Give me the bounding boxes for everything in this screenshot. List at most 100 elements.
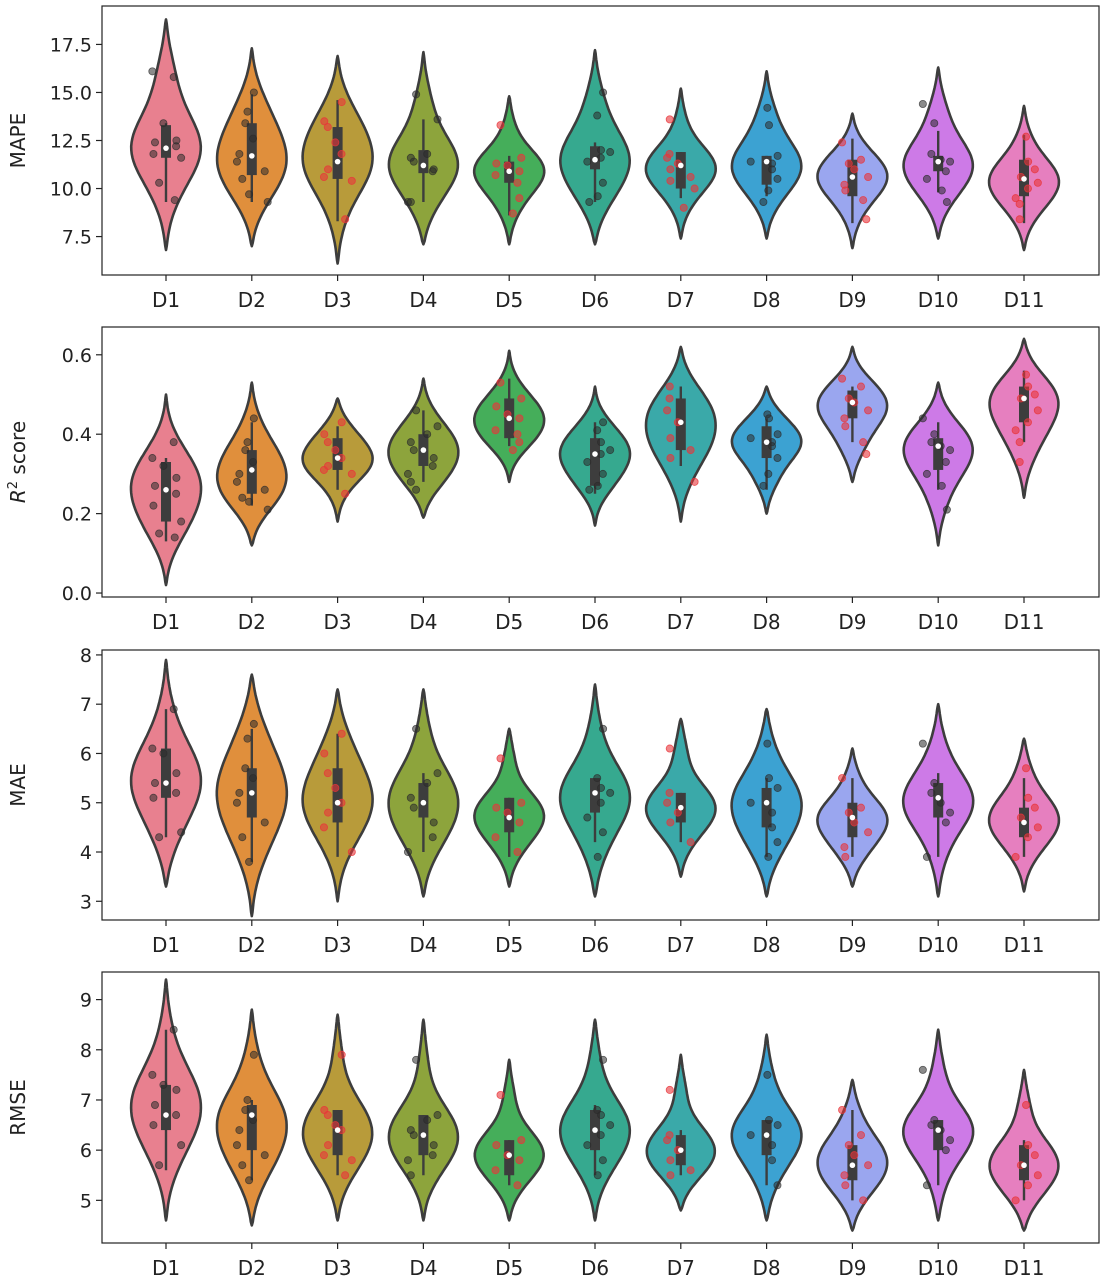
data-point: [927, 149, 936, 158]
data-point-red: [840, 414, 849, 423]
data-point: [412, 90, 421, 99]
x-tick-label-d6: D6: [581, 1256, 609, 1280]
data-point: [148, 1070, 157, 1079]
data-point: [243, 438, 252, 447]
data-point: [149, 149, 158, 158]
data-point: [238, 493, 247, 502]
data-point: [423, 1116, 432, 1125]
data-point: [773, 174, 782, 183]
median-marker-d1: [163, 486, 169, 493]
data-point-red: [841, 1181, 850, 1190]
median-marker-d8: [763, 439, 770, 445]
data-point: [155, 178, 164, 187]
x-tick-label-d3: D3: [324, 1256, 352, 1280]
x-tick-label-d1: D1: [152, 933, 180, 957]
data-point-red: [517, 1136, 526, 1145]
y-axis-label: RMSE: [6, 1079, 30, 1135]
data-point: [159, 461, 168, 470]
data-point: [177, 828, 186, 837]
data-point-red: [492, 803, 501, 812]
data-point-red: [666, 165, 675, 174]
median-marker-d3: [334, 799, 341, 806]
data-point-red: [491, 426, 500, 435]
data-point: [263, 197, 272, 206]
data-point: [918, 99, 927, 108]
x-tick-label-d3: D3: [324, 610, 352, 634]
data-point: [232, 157, 241, 166]
data-point-red: [503, 161, 512, 170]
median-marker-d10: [935, 795, 941, 801]
data-point: [773, 430, 782, 439]
data-point: [238, 1161, 247, 1170]
data-point-red: [844, 808, 853, 817]
data-point: [764, 121, 773, 130]
data-point-red: [859, 1196, 868, 1205]
data-point: [260, 167, 269, 176]
data-point-red: [1033, 178, 1042, 187]
data-point: [937, 481, 946, 490]
data-point-red: [517, 798, 526, 807]
data-point: [936, 798, 945, 807]
data-point-red: [1022, 370, 1031, 379]
data-point: [149, 501, 158, 510]
data-point-red: [673, 808, 682, 817]
data-point-red: [515, 414, 524, 423]
data-point: [937, 186, 946, 195]
data-point-red: [337, 98, 346, 107]
data-point-red: [319, 1151, 328, 1160]
iqr-box-d3: [332, 438, 343, 470]
data-point: [596, 450, 605, 459]
data-point: [763, 739, 772, 748]
data-point: [585, 485, 594, 494]
data-point: [768, 1141, 777, 1150]
y-tick-label: 7.5: [62, 227, 92, 249]
x-tick-label-d9: D9: [838, 610, 866, 634]
iqr-box-d4: [418, 150, 429, 174]
data-point-red: [337, 149, 346, 158]
data-point: [429, 818, 438, 827]
iqr-box-d2: [246, 123, 257, 176]
data-point: [764, 774, 773, 783]
data-point: [177, 517, 186, 526]
median-marker-d10: [935, 443, 941, 449]
data-point-red: [666, 176, 675, 185]
data-point: [243, 1095, 252, 1104]
data-point: [150, 138, 159, 147]
data-point: [243, 107, 252, 116]
data-point: [764, 186, 773, 195]
data-point: [232, 798, 241, 807]
data-point: [593, 852, 602, 861]
data-point: [241, 446, 250, 455]
data-point: [746, 1131, 755, 1140]
data-point-red: [844, 1141, 853, 1150]
median-marker-d5: [506, 1152, 512, 1158]
data-point: [593, 774, 602, 783]
iqr-box-d1: [161, 748, 171, 798]
data-point-red: [492, 1141, 501, 1150]
data-point-red: [838, 374, 847, 383]
median-marker-d8: [763, 799, 770, 806]
data-point: [159, 1080, 168, 1089]
data-point: [927, 788, 936, 797]
data-point: [583, 157, 592, 166]
data-point-red: [347, 176, 356, 185]
median-marker-d5: [506, 415, 512, 422]
data-point: [406, 477, 415, 486]
data-point: [593, 481, 602, 490]
data-point-red: [324, 808, 333, 817]
y-tick-label: 5: [80, 1190, 92, 1212]
median-marker-d11: [1021, 176, 1027, 182]
data-point: [241, 764, 250, 773]
violin-d8: [730, 70, 803, 240]
data-point: [172, 769, 181, 778]
data-point: [260, 485, 269, 494]
median-marker-d2: [249, 153, 255, 159]
data-point-red: [324, 165, 333, 174]
data-point: [773, 838, 782, 847]
x-tick-label-d7: D7: [667, 288, 695, 312]
median-marker-d6: [592, 156, 598, 163]
data-point: [170, 196, 179, 205]
data-point-red: [1030, 1151, 1039, 1160]
data-point: [172, 1085, 181, 1094]
